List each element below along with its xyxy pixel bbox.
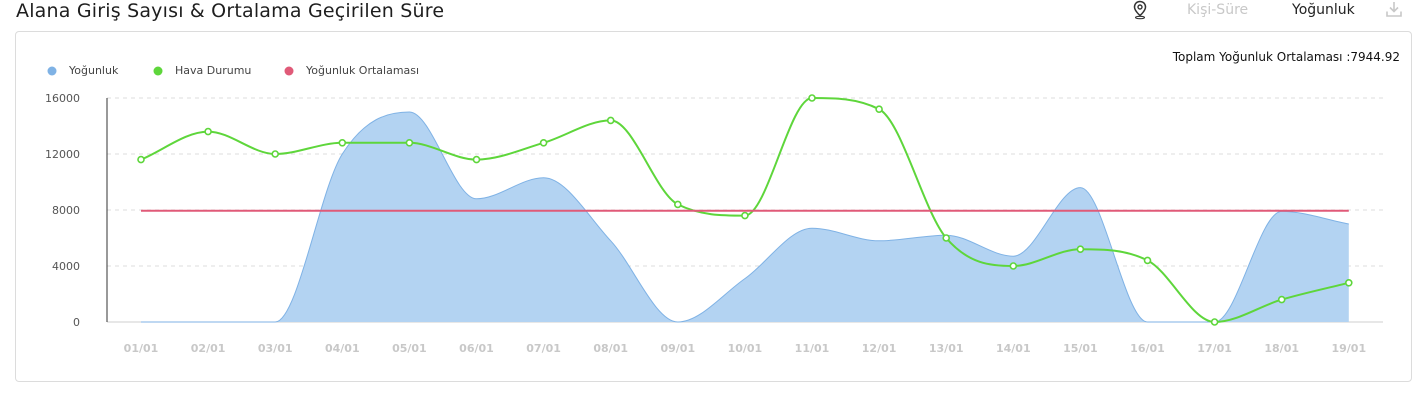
x-tick-label: 09/01 — [660, 342, 695, 355]
weather-point — [338, 139, 347, 147]
x-tick-label: 18/01 — [1264, 342, 1299, 355]
weather-point — [1143, 256, 1152, 265]
x-tick-label: 07/01 — [526, 342, 561, 355]
legend-item: Yoğunluk Ortalaması — [284, 64, 419, 77]
tab-person-time[interactable]: Kişi-Süre — [1187, 2, 1249, 18]
weather-point — [405, 139, 414, 147]
weather-point — [1210, 318, 1219, 326]
legend-label: Hava Durumu — [175, 64, 251, 77]
legend-marker — [284, 66, 294, 76]
x-tick-label: 12/01 — [862, 342, 897, 355]
legend-label: Yoğunluk — [68, 64, 119, 77]
x-tick-label: 17/01 — [1197, 342, 1232, 355]
x-tick-label: 08/01 — [593, 342, 628, 355]
weather-point — [472, 155, 481, 164]
x-tick-label: 11/01 — [795, 342, 830, 355]
x-tick-label: 15/01 — [1063, 342, 1098, 355]
x-tick-label: 13/01 — [929, 342, 964, 355]
weather-point — [539, 139, 548, 147]
legend-marker — [47, 66, 57, 76]
tab-density[interactable]: Yoğunluk — [1292, 2, 1355, 18]
legend-item: Hava Durumu — [153, 64, 251, 77]
y-tick-label: 4000 — [52, 260, 80, 273]
weather-point — [875, 105, 883, 113]
weather-point — [942, 234, 951, 242]
x-tick-label: 19/01 — [1331, 342, 1366, 355]
x-tick-label: 05/01 — [392, 342, 427, 355]
weather-point — [673, 200, 682, 209]
weather-point — [1277, 295, 1286, 304]
legend-label: Yoğunluk Ortalaması — [305, 64, 419, 77]
x-tick-label: 16/01 — [1130, 342, 1165, 355]
y-tick-label: 16000 — [45, 92, 80, 105]
y-tick-label: 12000 — [45, 148, 80, 161]
legend-item: Yoğunluk — [47, 64, 119, 77]
chart-card: Toplam Yoğunluk Ortalaması :7944.92 0 400… — [15, 31, 1412, 382]
total-density-average: Toplam Yoğunluk Ortalaması :7944.92 — [1172, 50, 1400, 64]
weather-point — [137, 155, 145, 164]
y-tick-label: 0 — [73, 316, 80, 329]
weather-point — [1345, 279, 1353, 287]
x-tick-label: 04/01 — [325, 342, 360, 355]
weather-point — [741, 211, 749, 220]
x-tick-label: 01/01 — [124, 342, 159, 355]
location-pin-icon[interactable] — [1132, 0, 1148, 20]
density-chart: 0 4000 8000 12000 16000 01/01 02/01 03/01 04/01 0… — [45, 64, 1383, 355]
weather-point — [204, 127, 212, 136]
weather-point — [1009, 262, 1018, 270]
x-tick-label: 03/01 — [258, 342, 293, 355]
x-tick-label: 14/01 — [996, 342, 1031, 355]
chart-toolbar: Kişi-Süre Yoğunluk — [1128, 0, 1428, 26]
series-area-fill — [141, 112, 1349, 322]
page-title: Alana Giriş Sayısı & Ortalama Geçirilen … — [16, 0, 445, 22]
download-icon[interactable] — [1385, 0, 1403, 18]
x-tick-label: 06/01 — [459, 342, 494, 355]
y-tick-label: 8000 — [52, 204, 80, 217]
weather-point — [606, 116, 615, 125]
series-area-line — [141, 111, 1349, 323]
weather-point — [271, 150, 280, 158]
weather-point — [1076, 245, 1085, 253]
x-tick-label: 02/01 — [191, 342, 226, 355]
x-tick-label: 10/01 — [728, 342, 763, 355]
weather-point — [808, 94, 816, 102]
legend-marker — [153, 66, 163, 76]
